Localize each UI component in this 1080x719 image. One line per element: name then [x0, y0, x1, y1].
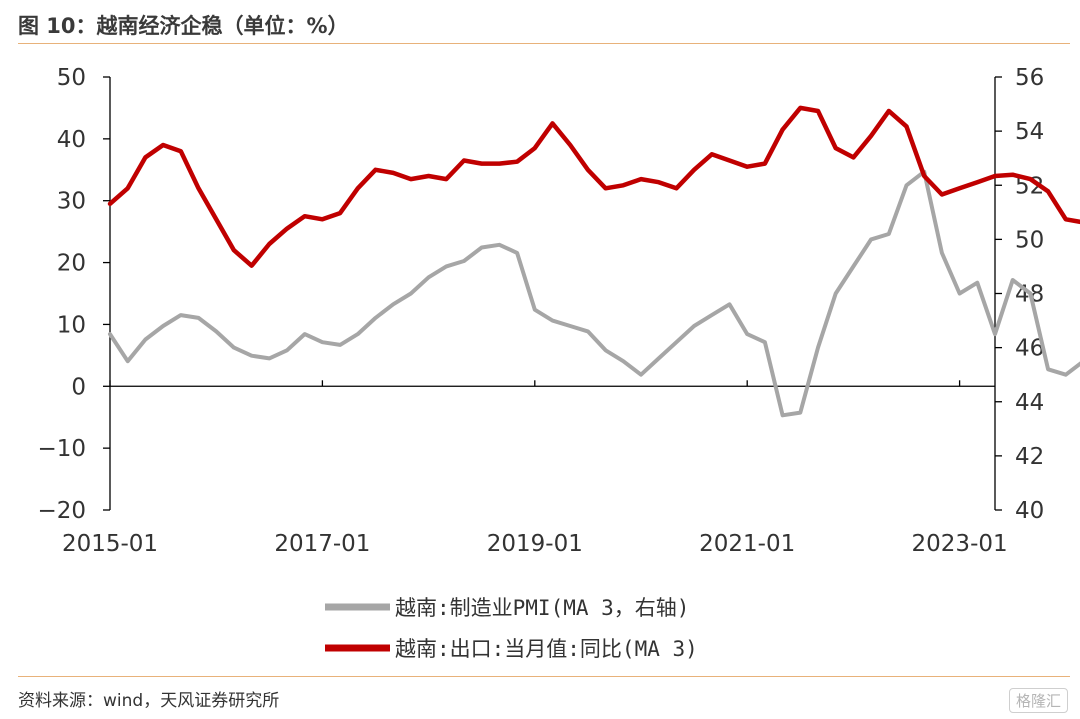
right-tick-label: 42 [1015, 444, 1044, 470]
x-tick-label: 2021-01 [699, 531, 795, 557]
left-tick-label: 50 [57, 65, 86, 91]
left-tick-label: 10 [57, 312, 86, 338]
x-tick-label: 2015-01 [62, 531, 158, 557]
series-line-export [107, 105, 1080, 268]
x-tick-label: 2023-01 [912, 531, 1008, 557]
left-tick-label: 20 [57, 251, 86, 277]
right-tick-label: 44 [1015, 390, 1044, 416]
series-line-pmi [108, 169, 1080, 418]
watermark-logo: 格隆汇 [1008, 688, 1068, 713]
bottom-divider [18, 676, 1070, 677]
left-tick-label: −20 [37, 498, 86, 524]
x-tick-label: 2017-01 [274, 531, 370, 557]
right-tick-label: 50 [1015, 227, 1044, 253]
right-tick-label: 54 [1015, 119, 1044, 145]
right-tick-label: 40 [1015, 498, 1044, 524]
page-title: 图 10：越南经济企稳（单位：%） [18, 14, 349, 38]
legend-label-pmi: 越南:制造业PMI(MA 3，右轴) [395, 596, 689, 620]
x-tick-label: 2019-01 [487, 531, 583, 557]
left-tick-label: 40 [57, 127, 86, 153]
top-divider [18, 43, 1070, 44]
right-tick-label: 56 [1015, 65, 1044, 91]
legend-label-export: 越南:出口:当月值:同比(MA 3) [395, 637, 698, 661]
left-tick-label: −10 [37, 436, 86, 462]
left-tick-label: 30 [57, 189, 86, 215]
legend: 越南:制造业PMI(MA 3，右轴) 越南:出口:当月值:同比(MA 3) [325, 596, 698, 661]
source-note: 资料来源：wind，天风证券研究所 [18, 691, 280, 711]
left-tick-label: 0 [71, 374, 86, 400]
